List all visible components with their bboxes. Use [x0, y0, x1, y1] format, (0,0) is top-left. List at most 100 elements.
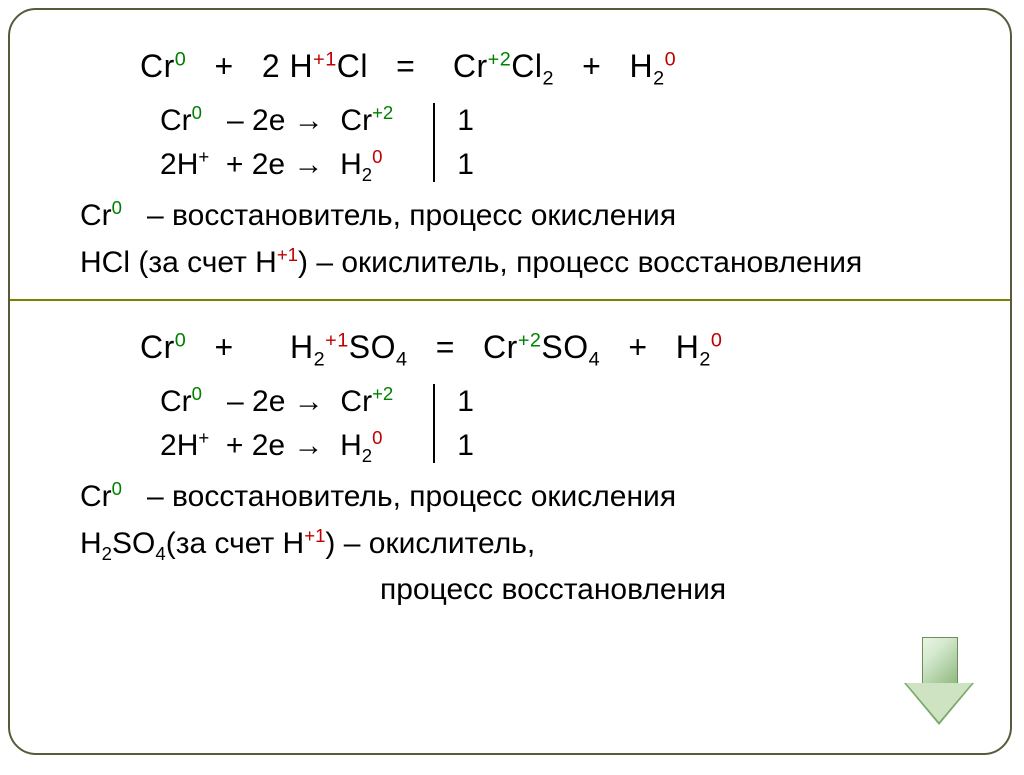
eq2-rhsub: 2 — [699, 348, 711, 370]
h2l1-crr: Cr — [340, 385, 372, 418]
eq2-eq: = — [436, 329, 455, 365]
eq2-h: H — [290, 329, 314, 365]
d2b-mid: (за счет — [166, 527, 283, 560]
eq1-rhs-h-charge: 0 — [665, 48, 677, 70]
h1l1-cr-ch: 0 — [192, 102, 202, 123]
d2a-cr: Cr — [80, 480, 112, 513]
equation-2: Cr0 + H2+1SO4 = Cr+2SO4 + H20 — [140, 329, 960, 366]
d2b-sosub: 4 — [155, 543, 165, 564]
eq1-rhs-h: H — [630, 48, 654, 84]
half-right-1: 1 1 — [457, 99, 474, 186]
d1a-text: – восстановитель, процесс окисления — [147, 199, 676, 232]
d1b-h: H — [255, 246, 277, 279]
half1-line2: 2H+ + 2e → H20 — [160, 143, 393, 187]
h1l2-hr: H — [340, 148, 362, 181]
eq2-plus2: + — [628, 329, 647, 365]
d2b-tail: ) – окислитель, — [325, 527, 535, 560]
half-right-2: 1 1 — [457, 380, 474, 467]
d2b-hch: +1 — [304, 525, 325, 546]
eq1-rhs-cl-sub: 2 — [542, 67, 554, 89]
h1l2-hrc: 0 — [372, 146, 382, 167]
h2l2-hrs: 2 — [362, 445, 372, 466]
eq1-coef2: 2 — [262, 48, 280, 84]
h2l1-crch: 0 — [192, 383, 202, 404]
factor-2a: 1 — [457, 380, 474, 424]
eq1-cl: Cl — [337, 48, 368, 84]
d1a-cr: Cr — [80, 199, 112, 232]
eq1-rhs-cl: Cl — [511, 48, 542, 84]
h1l2-coef: 2 — [160, 148, 177, 181]
desc-1a: Cr0 – восстановитель, процесс окисления — [80, 196, 960, 237]
desc-2b: H2SO4(за счет H+1) – окислитель, — [80, 524, 960, 565]
eq2-crch: 0 — [175, 329, 187, 351]
h1l2-arrow: + 2e → — [226, 148, 324, 181]
eq1-cr: Cr — [140, 48, 175, 84]
half-reactions-1: Cr0 – 2e → Cr+2 2H+ + 2e → H20 1 1 — [160, 99, 960, 186]
d1b-tail: ) – окислитель, процесс восстановления — [298, 246, 862, 279]
desc-2c: процесс восстановления — [380, 570, 960, 611]
slide-frame: Cr0 + 2 H+1Cl = Cr+2Cl2 + H20 Cr0 – 2e →… — [8, 8, 1012, 755]
d2b-hsp: H — [283, 527, 305, 560]
h1l2-hrs: 2 — [362, 164, 372, 185]
eq1-rhs-cr-charge: +2 — [488, 48, 512, 70]
d1b-lead: HCl (за счет — [80, 246, 255, 279]
eq2-plus1: + — [214, 329, 233, 365]
factor-1b: 1 — [457, 143, 474, 187]
next-arrow[interactable] — [904, 637, 974, 727]
desc-2a: Cr0 – восстановитель, процесс окисления — [80, 477, 960, 518]
h1l1-cr: Cr — [160, 104, 192, 137]
half-reactions-2: Cr0 – 2e → Cr+2 2H+ + 2e → H20 1 1 — [160, 380, 960, 467]
half2-line2: 2H+ + 2e → H20 — [160, 424, 393, 468]
h2l1-arr: – 2e → — [227, 385, 324, 418]
d1b-hch: +1 — [277, 244, 298, 265]
half2-line1: Cr0 – 2e → Cr+2 — [160, 380, 393, 424]
desc-1b: HCl (за счет H+1) – окислитель, процесс … — [80, 243, 960, 284]
arrow-down-icon — [904, 637, 974, 727]
half-left-1: Cr0 – 2e → Cr+2 2H+ + 2e → H20 — [160, 99, 393, 186]
h1l2-h: H — [177, 148, 199, 181]
h2l2-arr: + 2e → — [226, 429, 324, 462]
h2l2-h: H — [177, 429, 199, 462]
eq2-rh: H — [676, 329, 700, 365]
d2b-h: H — [80, 527, 102, 560]
d2b-so: SO — [112, 527, 155, 560]
equation-1: Cr0 + 2 H+1Cl = Cr+2Cl2 + H20 — [140, 48, 960, 85]
h1l1-crr-ch: +2 — [372, 102, 393, 123]
eq2-rso: SO — [541, 329, 588, 365]
eq1-plus2: + — [582, 48, 601, 84]
d2a-text: – восстановитель, процесс окисления — [147, 480, 676, 513]
eq1-rhs-cr: Cr — [453, 48, 488, 84]
h1l2-hch: + — [198, 146, 209, 167]
factor-1a: 1 — [457, 99, 474, 143]
d2b-hsub: 2 — [102, 543, 112, 564]
eq2-sosub: 4 — [396, 348, 408, 370]
eq1-rhs-h-sub: 2 — [653, 67, 665, 89]
half1-line1: Cr0 – 2e → Cr+2 — [160, 99, 393, 143]
eq2-rcrch: +2 — [518, 329, 542, 351]
eq2-hch: +1 — [325, 329, 349, 351]
h1l1-arrow: – 2e → — [227, 104, 324, 137]
eq2-so: SO — [349, 329, 396, 365]
h2l1-crrch: +2 — [372, 383, 393, 404]
balance-bar-2 — [433, 384, 435, 463]
balance-bar-1 — [433, 103, 435, 182]
eq2-rsosub: 4 — [589, 348, 601, 370]
h2l2-hrc: 0 — [372, 427, 382, 448]
eq1-plus1: + — [214, 48, 233, 84]
eq2-rcr: Cr — [483, 329, 518, 365]
eq2-rhch: 0 — [711, 329, 723, 351]
section-1: Cr0 + 2 H+1Cl = Cr+2Cl2 + H20 Cr0 – 2e →… — [10, 10, 1010, 299]
factor-2b: 1 — [457, 424, 474, 468]
h2l2-hch: + — [198, 427, 209, 448]
eq1-h: H — [290, 48, 314, 84]
eq1-cr-charge: 0 — [175, 48, 187, 70]
eq1-h-charge: +1 — [313, 48, 337, 70]
h2l2-coef: 2 — [160, 429, 177, 462]
section-2: Cr0 + H2+1SO4 = Cr+2SO4 + H20 Cr0 – 2e →… — [10, 301, 1010, 627]
d2a-crch: 0 — [112, 478, 122, 499]
half-left-2: Cr0 – 2e → Cr+2 2H+ + 2e → H20 — [160, 380, 393, 467]
h1l1-crr: Cr — [340, 104, 372, 137]
d1a-crch: 0 — [112, 197, 122, 218]
h2l1-cr: Cr — [160, 385, 192, 418]
eq2-hsub: 2 — [314, 348, 326, 370]
